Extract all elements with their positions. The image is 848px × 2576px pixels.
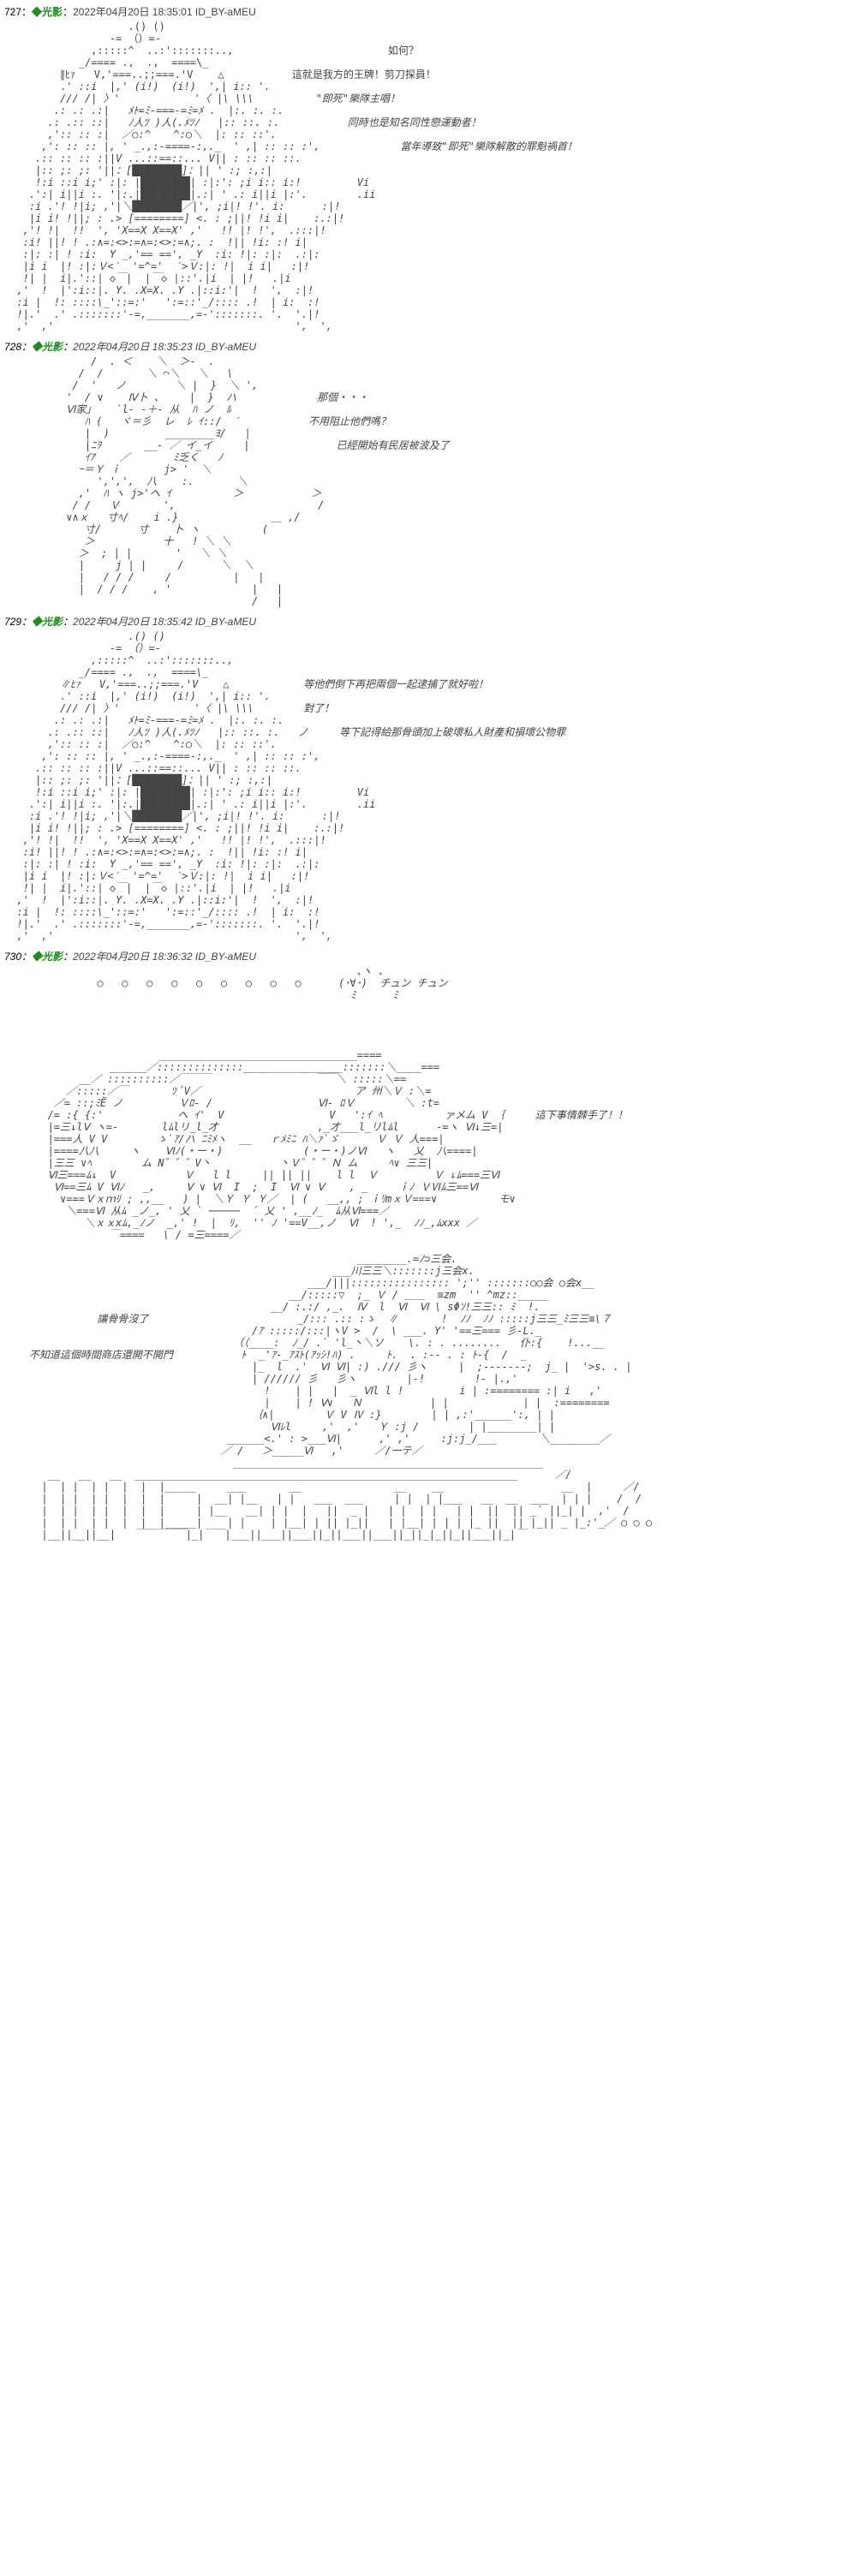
dialogue-text: 這就是我方的王牌！剪刀探員！ (292, 69, 436, 80)
post-date: 2022年04月20日 18:36:32 (73, 951, 192, 963)
post-id: ID_BY-aMEU (195, 341, 256, 353)
ascii-art-content: ､ヽ ､ ○ ○ ○ ○ ○ ○ ○ ○ ○ (･∀･) チュン チュン ﾐ ﾐ… (4, 965, 844, 1541)
post: 730：◆光影：2022年04月20日 18:36:32 ID_BY-aMEU … (4, 949, 844, 1541)
dialogue-text: チュン チュン (379, 977, 447, 989)
dialogue-text: 同時也是知名同性戀運動者！ (348, 116, 481, 128)
dialogue-text: 等下記得給那骨頭加上破壞私人財產和損壞公物罪 (339, 726, 565, 738)
ascii-art-content: / . ＜ ＼ ＞- . / / ＼ ⌒＼ ＼ \ / ' ノ ＼ | } ＼ … (4, 355, 844, 607)
post-author[interactable]: ◆光影 (32, 951, 63, 963)
post-header: 730：◆光影：2022年04月20日 18:36:32 ID_BY-aMEU (4, 949, 844, 963)
post-author[interactable]: ◆光影 (32, 616, 63, 628)
post-number: 729 (4, 616, 21, 628)
post-id: ID_BY-aMEU (195, 951, 256, 963)
post-header: 727：◆光影：2022年04月20日 18:35:01 ID_BY-aMEU (4, 4, 844, 19)
ascii-art-content: .() () -= （）=- ,:::::^ ..:':::::::.., _/… (4, 630, 844, 942)
post: 729：◆光影：2022年04月20日 18:35:42 ID_BY-aMEU … (4, 614, 844, 942)
dialogue-text: "即死"樂隊主唱！ (316, 92, 400, 104)
dialogue-text: 這下事情棘手了！！ (535, 1109, 628, 1121)
dialogue-text: 對了！ (303, 702, 334, 714)
post-number: 730 (4, 951, 21, 963)
dialogue-text: 讓骨骨沒了 (97, 1313, 148, 1325)
post-date: 2022年04月20日 18:35:01 (73, 6, 192, 18)
post-id: ID_BY-aMEU (195, 616, 256, 628)
dialogue-text: 如何？ (388, 45, 419, 57)
dialogue-text: 等他們倒下再把兩個一起逮捕了就好啦！ (303, 678, 488, 690)
post-id: ID_BY-aMEU (195, 6, 256, 18)
post-number: 728 (4, 341, 21, 353)
post: 728：◆光影：2022年04月20日 18:35:23 ID_BY-aMEU … (4, 339, 844, 607)
post-date: 2022年04月20日 18:35:23 (73, 341, 192, 353)
dialogue-text: 已經開始有民居被波及了 (337, 439, 450, 451)
post-header: 729：◆光影：2022年04月20日 18:35:42 ID_BY-aMEU (4, 614, 844, 629)
dialogue-text: 當年導致"即死"樂隊解散的罪魁禍首！ (400, 140, 576, 152)
ascii-art-content: .() () -= （）=- ,:::::^ ..:':::::::.., 如何… (4, 21, 844, 332)
post-header: 728：◆光影：2022年04月20日 18:35:23 ID_BY-aMEU (4, 339, 844, 354)
post: 727：◆光影：2022年04月20日 18:35:01 ID_BY-aMEU … (4, 4, 844, 332)
post-author[interactable]: ◆光影 (32, 6, 63, 18)
post-author[interactable]: ◆光影 (32, 341, 63, 353)
dialogue-text: 那個・・・ (317, 391, 368, 403)
post-number: 727 (4, 6, 21, 18)
dialogue-text: 不用阻止他們嗎？ (308, 415, 391, 427)
post-date: 2022年04月20日 18:35:42 (73, 616, 192, 628)
dialogue-text: 不知道這個時間商店還開不開門 (29, 1349, 173, 1361)
